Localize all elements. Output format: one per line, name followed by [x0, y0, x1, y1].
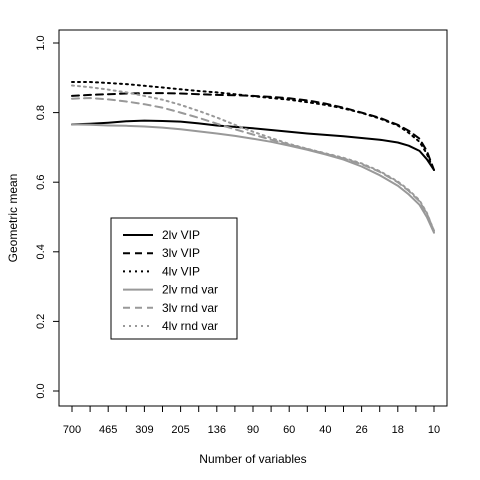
y-tick-label-5: 1.0 [35, 35, 47, 50]
y-tick-label-1: 0.2 [35, 314, 47, 329]
x-tick-label-4: 136 [208, 424, 226, 436]
legend-box [110, 217, 238, 340]
series-line-3 [71, 123, 435, 234]
legend-label-2: 4lv VIP [162, 264, 200, 278]
legend-label-1: 3lv VIP [162, 246, 200, 260]
x-tick-label-1: 465 [99, 424, 117, 436]
y-axis-title: Geometric mean [6, 174, 20, 263]
x-tick-label-3: 205 [171, 424, 189, 436]
legend: 2lv VIP 3lv VIP 4lv VIP 2lv rnd var 3lv rnd … [110, 217, 238, 340]
series-group [71, 81, 435, 234]
x-axis-title: Number of variables [199, 452, 306, 466]
series-line-4 [71, 97, 435, 232]
x-tick-label-7: 40 [319, 424, 331, 436]
legend-label-3: 2lv rnd var [162, 283, 218, 297]
y-tick-label-2: 0.4 [35, 244, 47, 259]
x-tick-label-6: 60 [283, 424, 295, 436]
series-line-1 [71, 92, 435, 171]
series-line-0 [71, 119, 435, 171]
y-tick-label-4: 0.8 [35, 105, 47, 120]
legend-label-0: 2lv VIP [162, 228, 200, 242]
x-tick-label-2: 309 [135, 424, 153, 436]
x-tick-label-10: 10 [428, 424, 440, 436]
legend-label-4: 3lv rnd var [162, 301, 218, 315]
axes: 0.0 0.2 0.4 0.6 0.8 1.0 700 465 309 205 136 90 60 40 2… [6, 35, 440, 466]
series-line-2 [71, 81, 435, 173]
x-tick-label-9: 18 [392, 424, 404, 436]
y-tick-label-0: 0.0 [35, 383, 47, 398]
x-tick-label-5: 90 [247, 424, 259, 436]
legend-label-5: 4lv rnd var [162, 319, 218, 333]
x-tick-label-0: 700 [63, 424, 81, 436]
x-tick-label-8: 26 [355, 424, 367, 436]
series-line-5 [71, 84, 435, 232]
y-tick-label-3: 0.6 [35, 175, 47, 190]
